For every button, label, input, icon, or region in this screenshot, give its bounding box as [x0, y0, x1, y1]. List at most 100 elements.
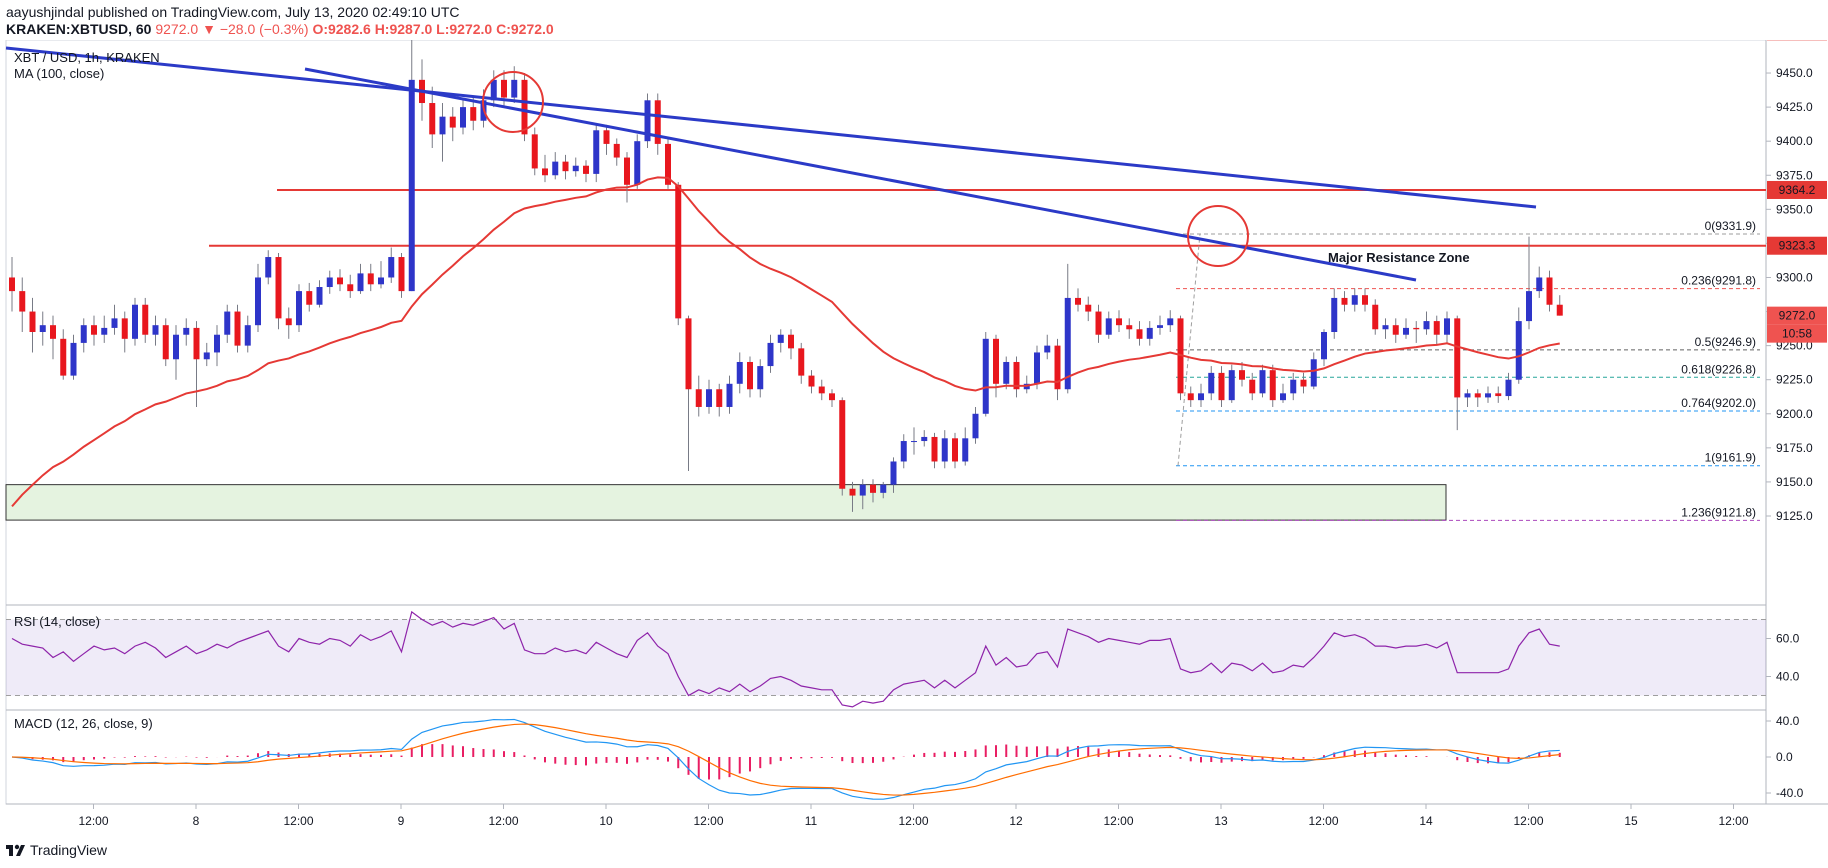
candle-body: [316, 287, 323, 305]
time-tick-label: 11: [805, 814, 818, 828]
candle-body: [1300, 379, 1307, 387]
fib-level-label: 1.236(9121.8): [1681, 505, 1756, 519]
chart-header: aayushjindal published on TradingView.co…: [6, 4, 554, 38]
candle-body: [593, 130, 600, 174]
candle-body: [675, 184, 682, 319]
macd-tick-label: -40.0: [1776, 786, 1804, 800]
rsi-tick-label: 40.0: [1776, 670, 1800, 684]
candle-body: [296, 291, 302, 326]
rsi-tick-label: 60.0: [1776, 632, 1800, 646]
time-tick-label: 12:00: [1718, 814, 1748, 828]
candle-body: [1075, 297, 1081, 305]
candle-body: [839, 400, 846, 489]
candle-body: [1392, 325, 1399, 335]
candle-body: [583, 165, 589, 174]
price-badge-label: 9272.0: [1779, 309, 1816, 323]
candle-body: [183, 327, 190, 335]
candle-body: [644, 100, 651, 142]
candle-body: [439, 116, 446, 135]
candle-body: [142, 304, 149, 335]
candle-body: [921, 436, 928, 442]
candle-body: [224, 311, 231, 335]
candle-body: [367, 273, 374, 285]
support-zone: [5, 484, 1447, 521]
candle-body: [542, 168, 548, 176]
candle-body: [337, 277, 343, 285]
candle-body: [501, 79, 507, 98]
candle-body: [695, 389, 702, 407]
candle-body: [900, 441, 907, 462]
candle-body: [29, 311, 36, 332]
time-tick-label: 14: [1419, 814, 1433, 828]
time-tick-label: 10: [599, 814, 613, 828]
candle-body: [1013, 361, 1020, 390]
candle-body: [1454, 318, 1461, 398]
candle-body: [726, 383, 733, 407]
macd-legend: MACD (12, 26, close, 9): [14, 716, 153, 731]
candle-body: [1054, 345, 1061, 390]
candle-body: [1321, 332, 1327, 360]
candle-body: [818, 386, 825, 394]
time-tick-label: 12: [1009, 814, 1023, 828]
rsi-line: [11, 610, 1560, 708]
candle-body: [941, 438, 948, 462]
candle-body: [111, 318, 118, 328]
time-tick-label: 13: [1214, 814, 1228, 828]
candle-body: [1187, 393, 1194, 401]
candle-body: [152, 325, 159, 335]
time-tick-label: 12:00: [1308, 814, 1338, 828]
rsi-band: [6, 619, 1766, 696]
candle-body: [347, 284, 354, 292]
candle-body: [1362, 295, 1368, 305]
candle-body: [1331, 297, 1338, 332]
candle-body: [429, 103, 436, 135]
candle-body: [788, 334, 794, 349]
candle-body: [911, 441, 917, 443]
time-tick-label: 8: [193, 814, 200, 828]
price-tick-label: 9450.0: [1776, 66, 1813, 80]
candle-body: [982, 338, 989, 414]
candle-body: [9, 277, 15, 292]
last-change: 9272.0 ▼ −28.0 (−0.3%): [155, 21, 309, 37]
price-badge: [1767, 236, 1827, 255]
candle-body: [972, 413, 979, 439]
candle-body: [1228, 370, 1235, 401]
macd-line: [11, 718, 1560, 800]
candle-body: [265, 257, 272, 278]
candle-body: [460, 107, 466, 128]
price-tick-label: 9125.0: [1776, 509, 1813, 523]
fib-level-label: 1(9161.9): [1705, 451, 1756, 465]
candle-body: [326, 277, 333, 288]
resistance-annotation: Major Resistance Zone: [1328, 250, 1470, 265]
candle-body: [572, 165, 579, 172]
candle-body: [1249, 379, 1256, 394]
candle-body: [173, 334, 179, 360]
price-badge-label: 9323.3: [1779, 239, 1816, 253]
candle-body: [19, 291, 26, 312]
candle-body: [624, 157, 630, 185]
candle-body: [798, 348, 805, 376]
candle-body: [1403, 327, 1409, 335]
price-badge: [1767, 324, 1827, 343]
price-tick-label: 9150.0: [1776, 475, 1813, 489]
time-tick-label: 15: [1624, 814, 1638, 828]
candle-body: [1382, 325, 1389, 330]
time-tick-label: 12:00: [78, 814, 108, 828]
candle-body: [859, 484, 866, 496]
candle-body: [1444, 318, 1450, 335]
candle-body: [1423, 321, 1430, 330]
candle-body: [1034, 352, 1040, 384]
candle-body: [1167, 318, 1174, 326]
candle-body: [50, 325, 56, 339]
candle-body: [757, 366, 764, 390]
highlight-circle: [482, 71, 544, 133]
candle-body: [1474, 393, 1481, 398]
candle-body: [829, 393, 835, 401]
candle-body: [1126, 325, 1133, 330]
candle-body: [408, 79, 415, 292]
candle-body: [706, 389, 712, 407]
candle-body: [1351, 295, 1358, 305]
candle-body: [1064, 297, 1071, 390]
price-badge-label: 10:58: [1782, 327, 1812, 341]
price-chart[interactable]: 9125.09150.09175.09200.09225.09250.09275…: [0, 40, 1828, 834]
